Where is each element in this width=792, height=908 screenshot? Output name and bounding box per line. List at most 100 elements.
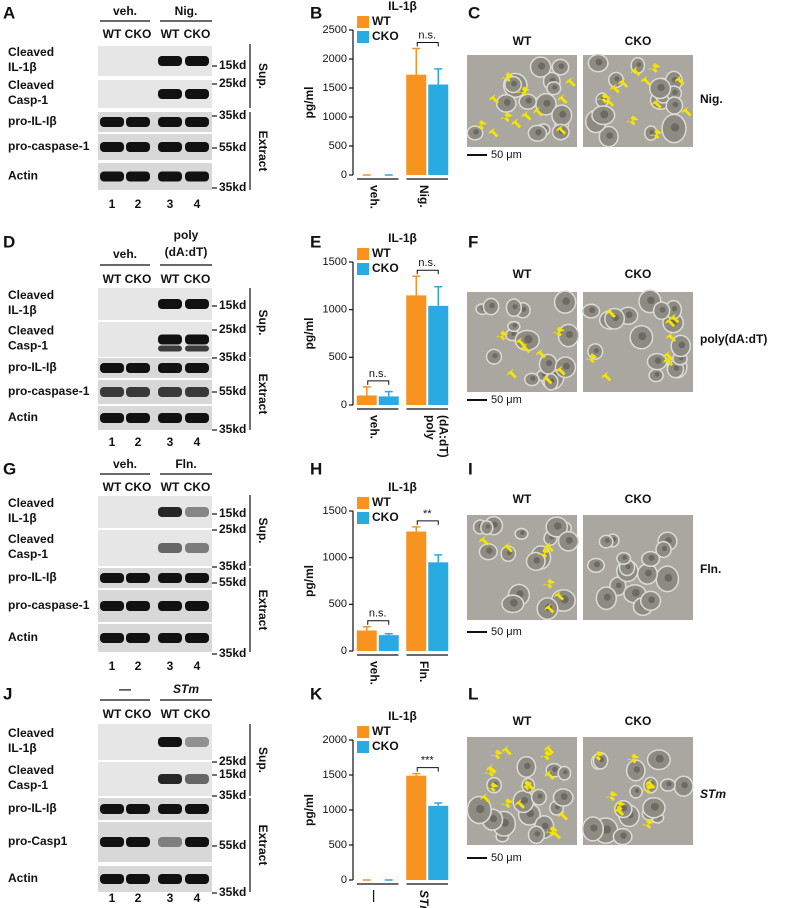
x-tick-label: Nig. — [417, 185, 431, 208]
arrow — [663, 356, 674, 367]
cell-nucleus — [636, 62, 642, 67]
lane-label: CKO — [184, 27, 211, 41]
legend-swatch — [357, 741, 369, 753]
error-bar — [384, 390, 393, 397]
arrow — [649, 129, 663, 140]
cell-nucleus — [625, 311, 633, 319]
group-label: — — [119, 682, 131, 696]
blot-band — [126, 601, 150, 611]
cell-nucleus — [492, 353, 498, 359]
significance-bracket — [367, 620, 390, 625]
bar — [406, 775, 427, 880]
cell-nucleus — [554, 522, 562, 530]
marker-label: 35kd — [219, 788, 246, 802]
lane-label: CKO — [125, 480, 152, 494]
bar — [356, 395, 377, 405]
arrow — [609, 83, 620, 94]
row-label: Casp-1 — [8, 339, 48, 353]
marker-label: 35kd — [219, 885, 246, 899]
cell-nucleus — [489, 815, 497, 823]
arrow — [605, 308, 616, 319]
arrow — [535, 348, 546, 359]
arrow — [640, 75, 651, 86]
y-tick-label: 2000 — [323, 734, 347, 746]
legend-swatch — [357, 726, 369, 738]
cell-nucleus — [524, 762, 531, 770]
error-bar — [412, 275, 421, 296]
cell-nucleus — [558, 63, 565, 70]
cell-nucleus — [563, 770, 568, 775]
blot-band — [126, 633, 150, 643]
y-axis-label: pg/ml — [302, 318, 316, 350]
panel-letter: L — [468, 684, 478, 703]
arrow — [590, 750, 604, 761]
row-label: Casp-1 — [8, 547, 48, 561]
cell-nucleus — [589, 307, 596, 314]
section-label: Extract — [256, 825, 270, 866]
blot-band — [185, 737, 209, 747]
arrow — [521, 110, 532, 121]
arrow — [533, 106, 544, 117]
arrow — [506, 368, 517, 379]
cell-nucleus — [533, 557, 541, 564]
legend-label: CKO — [372, 510, 399, 524]
legend-swatch — [357, 248, 369, 260]
x-tick-label-line: (dA:dT) — [436, 415, 450, 458]
row-label: Actin — [8, 871, 38, 885]
blot-band — [185, 117, 209, 127]
blot-band — [158, 543, 182, 553]
arrow — [495, 330, 509, 341]
cell-nucleus — [638, 332, 647, 341]
arrow — [556, 124, 567, 135]
arrow — [483, 766, 497, 777]
row-label: IL-1β — [8, 741, 37, 755]
x-tick-label: veh. — [368, 661, 382, 685]
row-label: Cleaved — [8, 45, 54, 59]
marker-label: 35kd — [219, 422, 246, 436]
legend-label: CKO — [372, 739, 399, 753]
cell-nucleus — [520, 530, 525, 536]
scale-label: 50 μm — [491, 626, 522, 638]
arrow — [625, 115, 639, 126]
cell-nucleus — [670, 123, 680, 132]
legend-label: WT — [372, 724, 391, 738]
row-label: Cleaved — [8, 726, 54, 740]
cell-nucleus — [546, 360, 553, 367]
arrow — [515, 336, 526, 347]
lane-number: 1 — [109, 435, 116, 449]
arrow — [502, 542, 513, 553]
cell-nucleus — [512, 304, 518, 310]
cell-nucleus — [647, 296, 655, 305]
y-tick-label: 500 — [329, 839, 347, 851]
blot-strip — [98, 568, 212, 588]
blot-band — [158, 774, 182, 784]
section-label: Extract — [256, 374, 270, 415]
y-tick-label: 0 — [341, 645, 347, 657]
cell-nucleus — [678, 341, 686, 349]
x-tick-label: STm — [417, 890, 431, 908]
arrow — [499, 111, 513, 122]
lane-number: 4 — [194, 891, 201, 905]
blot-band — [158, 89, 182, 99]
cell-nucleus — [590, 824, 598, 832]
cell-nucleus — [664, 573, 673, 582]
bar — [356, 630, 377, 651]
section-label: Sup. — [256, 518, 270, 544]
bar — [378, 396, 399, 405]
arrow — [544, 770, 555, 781]
arrow — [666, 331, 677, 342]
cell-nucleus — [562, 362, 570, 370]
y-axis-label: pg/ml — [302, 794, 316, 826]
legend-swatch — [357, 31, 369, 43]
blot-band — [158, 334, 182, 345]
arrow — [550, 829, 561, 840]
arrow — [551, 326, 565, 337]
y-tick-label: 0 — [341, 399, 347, 411]
group-label: veh. — [113, 247, 137, 261]
arrow — [663, 350, 674, 361]
cell-nucleus — [521, 306, 527, 312]
blot-band — [158, 345, 182, 352]
error-bar — [434, 68, 443, 85]
cell-nucleus — [672, 89, 678, 95]
cell-nucleus — [671, 305, 678, 312]
